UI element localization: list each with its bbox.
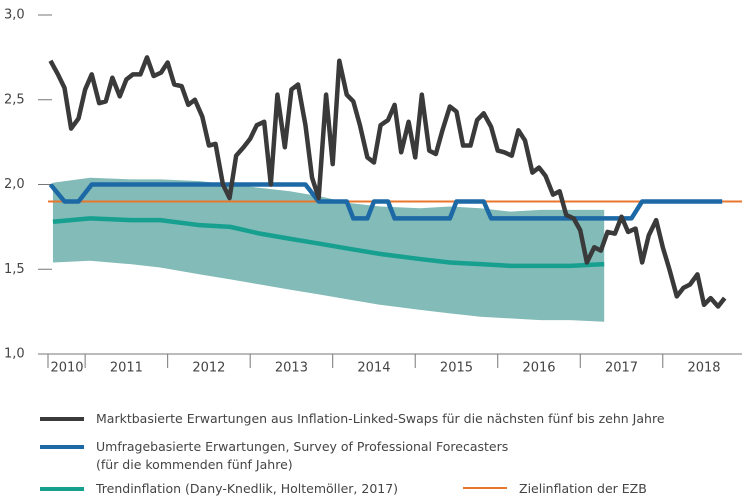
y-tick-label: 2,0 xyxy=(4,177,25,192)
legend-item: Zielinflation der EZB xyxy=(463,480,647,498)
legend-label: Trendinflation (Dany-Knedlik, Holtemölle… xyxy=(96,481,399,496)
legend-label: Zielinflation der EZB xyxy=(519,481,647,496)
x-tick-label: 2016 xyxy=(522,361,555,376)
series-line xyxy=(48,182,723,221)
y-tick-label: 2,5 xyxy=(4,92,25,107)
series-line xyxy=(52,216,605,269)
x-tick-label: 2017 xyxy=(605,361,638,376)
x-tick-label: 2015 xyxy=(440,361,473,376)
x-tick-label: 2014 xyxy=(357,361,390,376)
y-tick-label: 1,5 xyxy=(4,262,25,277)
chart: 1,0 1,5 2,0 2,5 3,0 2010 2011 2012 2013 2014 2015 2… xyxy=(4,8,742,376)
range-band xyxy=(52,177,605,322)
legend-label: Umfragebasierte Erwartungen, Survey of P… xyxy=(96,439,509,472)
legend-label: Marktbasierte Erwartungen aus Inflation-… xyxy=(96,411,665,426)
y-tick-label: 1,0 xyxy=(4,347,25,362)
legend-swatch xyxy=(463,487,507,489)
y-tick-label: 3,0 xyxy=(4,8,25,23)
legend-swatch xyxy=(40,417,84,421)
x-tick-label: 2012 xyxy=(192,361,225,376)
legend-swatch xyxy=(40,445,84,449)
x-tick-label: 2010 xyxy=(50,361,83,376)
legend-item: Marktbasierte Erwartungen aus Inflation-… xyxy=(40,410,665,428)
series-line xyxy=(48,55,727,309)
x-tick-label: 2018 xyxy=(687,361,720,376)
x-tick-label: 2011 xyxy=(110,361,143,376)
x-tick-label: 2013 xyxy=(275,361,308,376)
legend-item: Umfragebasierte Erwartungen, Survey of P… xyxy=(40,438,508,474)
legend-swatch xyxy=(40,487,84,491)
legend-item: Trendinflation (Dany-Knedlik, Holtemölle… xyxy=(40,480,398,498)
